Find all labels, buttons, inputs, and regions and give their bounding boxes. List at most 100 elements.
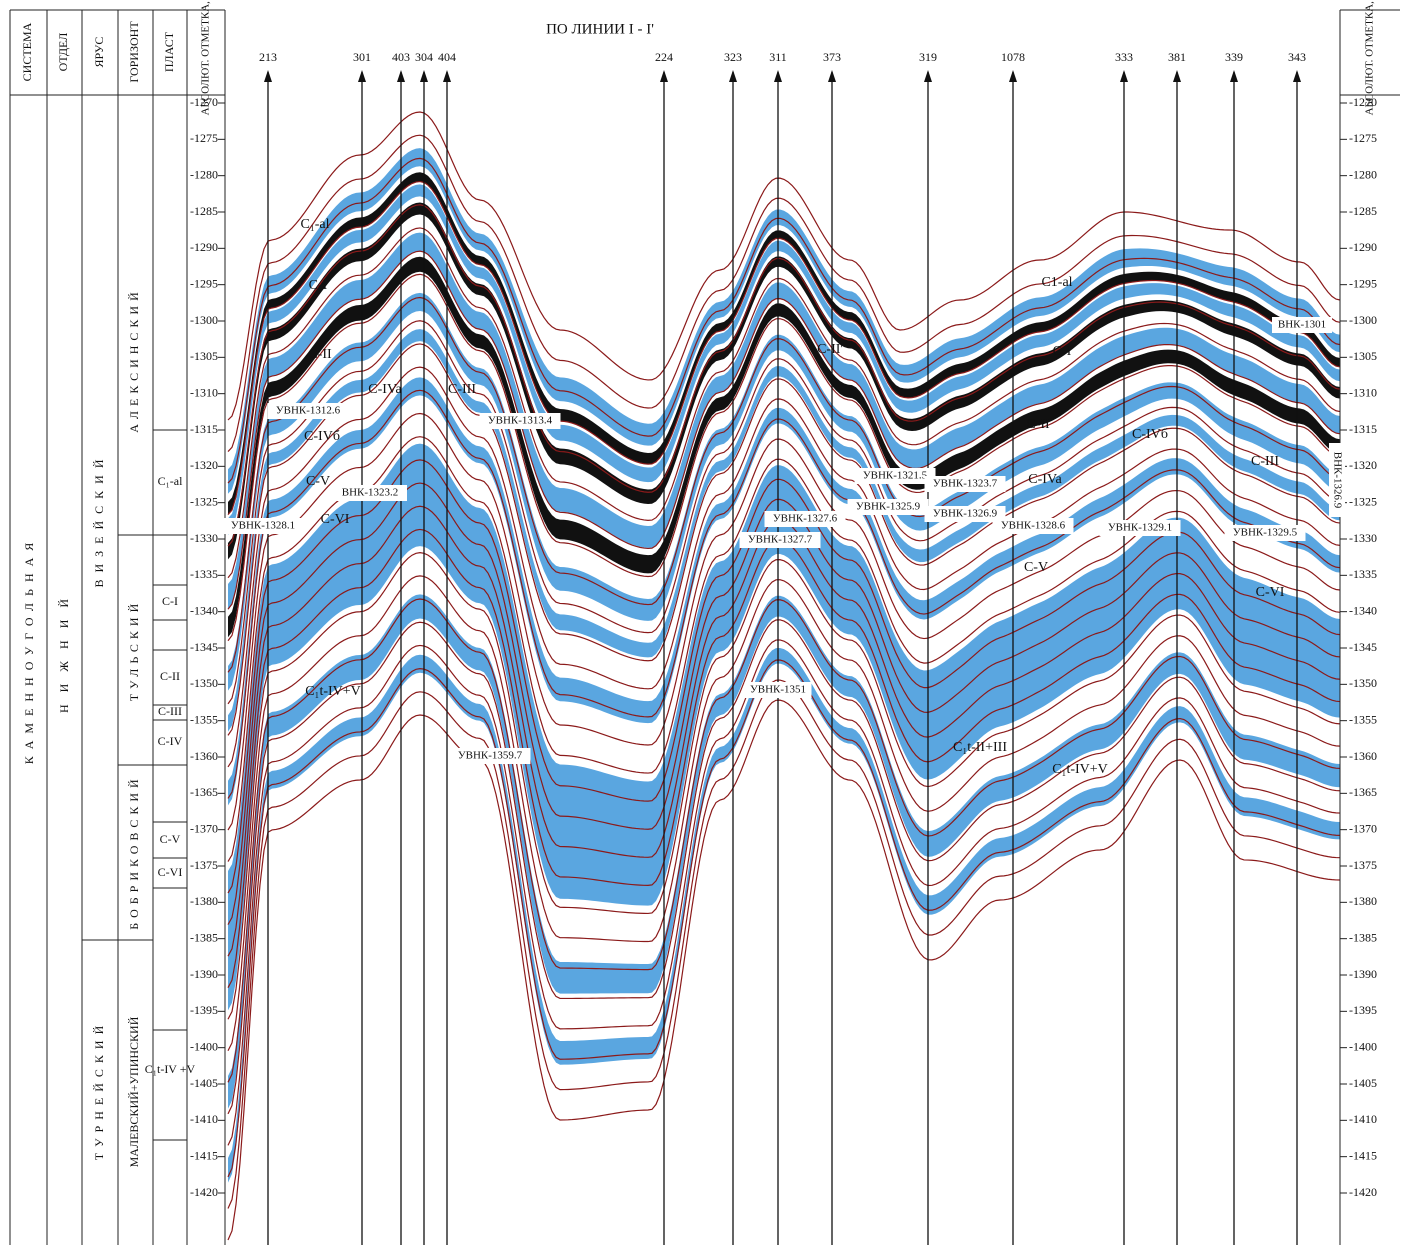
well-label: 339 [1225, 50, 1243, 64]
well-arrow [1173, 70, 1181, 82]
section-label: C-IVa [368, 382, 402, 397]
depth-label: -1345 [1349, 640, 1377, 654]
well-arrow [264, 70, 272, 82]
depth-label: -1400 [1349, 1039, 1377, 1053]
depth-label: -1280 [190, 167, 218, 181]
well-label: 381 [1168, 50, 1186, 64]
label-box [267, 403, 349, 419]
section-label: УВНК-1327.7 [748, 534, 813, 546]
section-label: C₁-al [301, 217, 330, 232]
horizon-line [227, 343, 1341, 736]
layer-name: C-VI [158, 865, 183, 879]
layer-fill [228, 148, 1340, 494]
depth-label: -1305 [190, 349, 218, 363]
section-label: ВНК-1326.9 [1331, 452, 1343, 509]
stage: ВИЗЕЙСКИЙ [92, 452, 106, 587]
well-label: 301 [353, 50, 371, 64]
well-label: 319 [919, 50, 937, 64]
label-box [744, 682, 812, 698]
horizon-line [227, 273, 1341, 642]
depth-label: -1410 [190, 1112, 218, 1126]
horizon-line [227, 659, 1341, 1178]
section-label: C-IVб [1132, 427, 1168, 442]
well-arrow [1009, 70, 1017, 82]
depth-label: -1365 [1349, 785, 1377, 799]
well-arrow [660, 70, 668, 82]
depth-label: -1365 [190, 785, 218, 799]
horizon-line [227, 320, 1341, 705]
section-label: C-VI [321, 512, 350, 527]
well-label: 343 [1288, 50, 1306, 64]
depth-label: -1340 [190, 603, 218, 617]
horizon-line [227, 389, 1341, 799]
depth-label: -1385 [190, 930, 218, 944]
horizon-line [227, 482, 1341, 925]
horizon-line [227, 679, 1341, 1209]
horizon: ТУЛЬСКИЙ [127, 599, 141, 702]
section-label: C1-al [1041, 275, 1072, 290]
depth-label: -1405 [1349, 1076, 1377, 1090]
depth-label: -1295 [1349, 276, 1377, 290]
label-box [1329, 443, 1345, 517]
label-box [924, 476, 1006, 492]
section-label: УВНК-1351 [750, 684, 806, 696]
depth-label: -1375 [190, 858, 218, 872]
section-label: C-III [1251, 454, 1279, 469]
section-label: C-VI [1256, 585, 1285, 600]
well-arrow [1230, 70, 1238, 82]
layer-name: C₁t-IV +V [145, 1062, 196, 1076]
depth-label: -1410 [1349, 1112, 1377, 1126]
depth-label: -1350 [190, 676, 218, 690]
horizon-line [227, 157, 1341, 484]
layer-name: C-V [160, 832, 181, 846]
section-label: УВНК-1327.6 [773, 513, 838, 525]
section-label: C-I [1053, 344, 1072, 359]
depth-label: -1340 [1349, 603, 1377, 617]
column-header: ЯРУС [92, 37, 106, 68]
depth-label: -1305 [1349, 349, 1377, 363]
depth-label: -1375 [1349, 858, 1377, 872]
depth-label: -1335 [190, 567, 218, 581]
section-label: УВНК-1328.1 [231, 520, 295, 532]
depth-label: -1415 [190, 1148, 218, 1162]
horizon-line [227, 366, 1341, 768]
horizon-line [227, 619, 1341, 1115]
depth-label: -1400 [190, 1039, 218, 1053]
well-label: 311 [769, 50, 787, 64]
label-box [333, 485, 407, 501]
depth-label: -1355 [1349, 712, 1377, 726]
depth-label: -1420 [1349, 1185, 1377, 1199]
depth-label: -1380 [1349, 894, 1377, 908]
depth-label: -1415 [1349, 1148, 1377, 1162]
well-arrow [924, 70, 932, 82]
section-label: C₁t-II+III [953, 740, 1007, 755]
well-arrow [774, 70, 782, 82]
depth-label: -1280 [1349, 167, 1377, 181]
depth-label: -1330 [190, 531, 218, 545]
stage: ТУРНЕЙСКИЙ [92, 1020, 106, 1161]
section-label: C-II [308, 347, 332, 362]
depth-label: -1380 [190, 894, 218, 908]
section-label: ВНК-1301 [1278, 319, 1326, 331]
depth-label: -1320 [190, 458, 218, 472]
depth-label: -1270 [190, 95, 218, 109]
depth-label: -1360 [190, 749, 218, 763]
label-box [1224, 525, 1306, 541]
division: НИЖНИЙ [57, 587, 71, 713]
horizon-line [227, 598, 1341, 1083]
label-box [479, 413, 561, 429]
horizon: АЛЕКСИНСКИЙ [127, 287, 141, 433]
section-label: C-IVб [304, 429, 340, 444]
left-table-frame [9, 9, 1400, 1245]
depth-label: -1310 [190, 385, 218, 399]
well-label: 333 [1115, 50, 1133, 64]
depth-label: -1285 [1349, 204, 1377, 218]
layer-name: C₁-al [158, 474, 184, 488]
section-label: УВНК-1326.9 [933, 508, 998, 520]
title: ПО ЛИНИИ I - I' [546, 21, 654, 37]
well-arrow [828, 70, 836, 82]
annotations: СИСТЕМА ОТДЕЛ ЯРУС ГОРИЗОНТ ПЛАСТ КАМЕННОУГОЛ… [20, 0, 1377, 1245]
depth-label: -1320 [1349, 458, 1377, 472]
layer-name: C-II [160, 669, 180, 683]
